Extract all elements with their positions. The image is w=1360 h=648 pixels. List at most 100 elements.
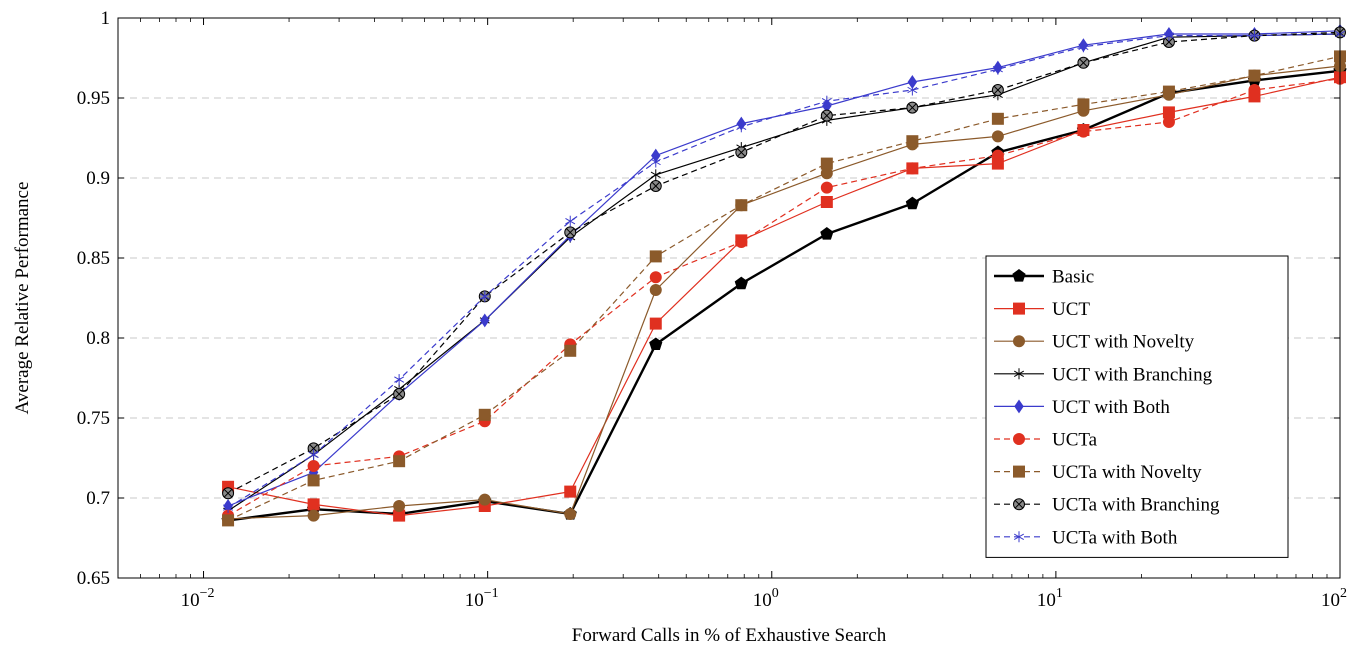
data-point [820, 157, 833, 170]
x-tick-label: 10−2 [181, 586, 215, 611]
series-line [227, 30, 1341, 507]
marker-cross [1079, 58, 1088, 68]
data-point [649, 271, 662, 284]
series-line [227, 31, 1341, 494]
star-stroke [650, 171, 661, 178]
data-point [820, 227, 834, 240]
legend-item: UCT with Novelty [994, 332, 1195, 353]
data-point [478, 493, 491, 506]
legend-label: UCTa with Both [1052, 527, 1178, 548]
star-stroke [907, 86, 918, 94]
star-stroke [308, 451, 319, 458]
data-point [1162, 85, 1175, 98]
data-point [1013, 302, 1025, 315]
data-point [307, 460, 320, 472]
star-stroke [992, 66, 1003, 73]
legend-item: UCTa with Both [994, 527, 1178, 548]
star-stroke [394, 376, 405, 383]
data-point [564, 226, 577, 239]
data-point [222, 514, 235, 527]
data-point [1013, 368, 1025, 380]
data-point [394, 374, 405, 386]
data-point [1162, 36, 1175, 48]
marker-cross [394, 389, 404, 399]
marker-cross [1014, 499, 1024, 509]
data-point [1162, 116, 1175, 128]
data-point [1077, 56, 1090, 69]
data-point [1013, 498, 1025, 511]
data-point [223, 502, 234, 514]
data-point [565, 215, 576, 227]
data-point [1163, 30, 1174, 42]
data-point [735, 146, 748, 159]
x-tick-label: 101 [1037, 586, 1063, 611]
data-point [991, 84, 1004, 96]
data-point [1013, 335, 1025, 348]
data-point [991, 149, 1004, 162]
data-point [649, 180, 662, 192]
legend-label: UCT [1052, 299, 1090, 320]
data-point [1077, 98, 1090, 111]
marker-cross [822, 111, 832, 120]
data-point [1012, 269, 1026, 282]
data-point [393, 388, 406, 400]
data-point [1249, 30, 1260, 42]
series-line [227, 76, 1341, 517]
data-point [905, 196, 919, 210]
marker-cross [737, 148, 746, 157]
data-point [1248, 69, 1261, 82]
star-stroke [821, 98, 832, 105]
star-stroke [1078, 43, 1089, 50]
legend: Basic UCT UCT with Novelty UCT with Branchi… [985, 255, 1289, 558]
data-point [906, 101, 919, 114]
y-tick-label: 0.8 [86, 328, 110, 349]
marker-cross [223, 488, 233, 498]
legend-item: UCTa [994, 430, 1098, 451]
x-tick-label: 100 [753, 586, 779, 611]
data-point [991, 112, 1004, 125]
legend-item: UCT with Branching [994, 364, 1213, 385]
data-point [564, 508, 577, 520]
star-stroke [1013, 533, 1025, 540]
data-point [1077, 125, 1090, 138]
star-stroke [565, 218, 576, 225]
y-tick-label: 0.9 [86, 168, 110, 189]
data-point [393, 500, 406, 512]
data-point [649, 337, 663, 351]
x-tick-label: 102 [1321, 586, 1347, 611]
data-point [1013, 531, 1025, 543]
legend-item: Basic [994, 267, 1094, 288]
y-axis-label: Average Relative Performance [12, 182, 33, 415]
data-point [649, 317, 662, 330]
marker-cross [309, 444, 318, 453]
data-point [564, 485, 577, 498]
marker-cross [1164, 37, 1174, 47]
x-axis-label: Forward Calls in % of Exhaustive Search [572, 625, 887, 646]
legend-label: UCT with Novelty [1052, 332, 1195, 353]
data-point [1078, 41, 1089, 53]
y-tick-label: 0.95 [77, 88, 110, 109]
star-stroke [1163, 32, 1174, 39]
data-point [991, 130, 1004, 143]
marker-cross [993, 85, 1003, 95]
star-stroke [736, 123, 747, 130]
data-point [307, 509, 320, 522]
legend-item: UCTa with Novelty [994, 462, 1202, 483]
y-tick-label: 0.75 [77, 408, 110, 429]
data-point [735, 199, 748, 212]
series-line [227, 55, 1341, 521]
legend-label: UCT with Branching [1052, 364, 1213, 385]
data-point [906, 162, 919, 175]
y-tick-label: 0.65 [77, 568, 110, 589]
legend-item: UCT with Both [994, 397, 1170, 418]
data-point [649, 284, 662, 296]
star-stroke [650, 158, 661, 166]
data-point [820, 181, 833, 194]
marker-cross [566, 228, 575, 237]
data-point [821, 95, 832, 107]
data-point [307, 498, 320, 511]
y-tick-label: 0.7 [86, 488, 110, 509]
series-layer [221, 23, 1347, 527]
axis-ticks: 0.65 0.7 0.75 0.8 0.85 0.9 0.95 1 10−2 10−1 100 101… [77, 8, 1347, 611]
